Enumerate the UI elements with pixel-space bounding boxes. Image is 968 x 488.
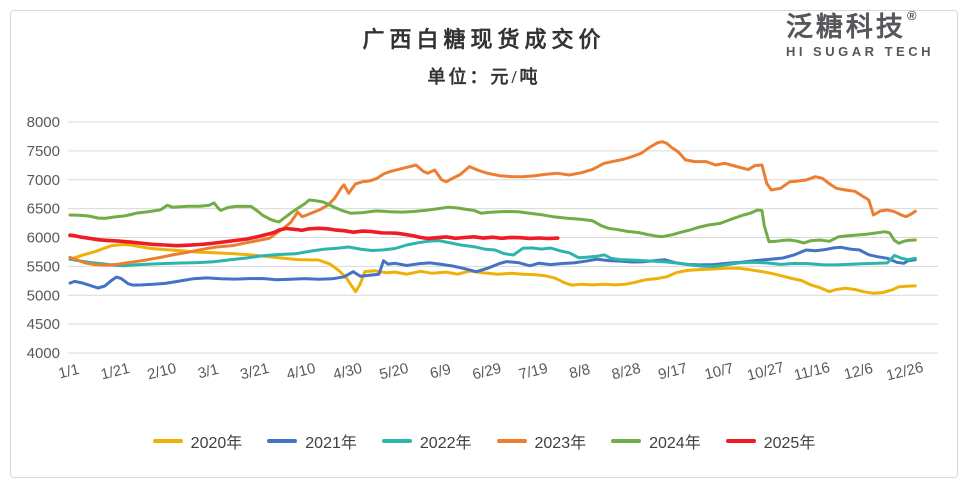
- legend-label: 2024年: [649, 435, 701, 452]
- y-tick-label: 8000: [27, 114, 60, 131]
- legend-label: 2023年: [534, 435, 587, 452]
- y-tick-label: 4000: [27, 345, 60, 362]
- series-line-2021年: [68, 245, 917, 290]
- x-tick-label: 3/21: [238, 360, 270, 384]
- x-tick-label: 5/20: [378, 360, 410, 384]
- series-line-2024年: [68, 198, 917, 245]
- x-tick-label: 4/30: [331, 360, 363, 384]
- chart-title: 广西白糖现货成交价: [362, 27, 606, 52]
- y-tick-label: 7000: [27, 172, 60, 189]
- legend-item-2022年: 2022年: [381, 429, 472, 453]
- legend-swatch-icon: [611, 439, 642, 443]
- y-tick-label: 4500: [27, 316, 60, 333]
- legend-item-2024年: 2024年: [611, 429, 701, 453]
- legend-label: 2021年: [305, 435, 357, 452]
- legend-item-2023年: 2023年: [496, 429, 587, 453]
- x-tick-label: 2/10: [146, 360, 178, 384]
- x-tick-label: 9/17: [656, 360, 688, 384]
- x-tick-label: 10/7: [703, 360, 735, 384]
- legend-item-2025年: 2025年: [725, 429, 816, 453]
- series-line-2023年: [68, 140, 917, 267]
- legend-swatch-icon: [725, 439, 756, 443]
- x-tick-label: 12/6: [842, 360, 874, 384]
- legend-swatch-icon: [152, 439, 183, 443]
- x-tick-label: 3/1: [196, 361, 220, 383]
- y-tick-label: 7500: [27, 143, 60, 160]
- x-tick-label: 8/8: [568, 361, 592, 383]
- logo-tagline: HI SUGAR TECH: [785, 44, 934, 59]
- x-tick-label: 11/16: [792, 359, 831, 384]
- hi-sugar-tech-logo: 泛糖科技® HI SUGAR TECH: [785, 8, 934, 59]
- x-tick-label: 1/21: [99, 360, 131, 384]
- legend-label: 2022年: [419, 435, 472, 452]
- x-tick-label: 10/27: [745, 359, 786, 385]
- x-tick-label: 7/19: [517, 360, 549, 384]
- chart-header: 广西白糖现货成交价 单位：元/吨: [0, 22, 968, 89]
- x-tick-label: 1/1: [57, 361, 81, 383]
- legend-swatch-icon: [381, 439, 412, 443]
- chart-legend: 2020年 2021年 2022年 2023年 2024年 2025年: [0, 429, 968, 453]
- registered-trademark-icon: ®: [906, 8, 917, 23]
- series-line-2022年: [68, 239, 917, 268]
- chart-unit-subtitle: 单位：元/吨: [427, 67, 541, 87]
- x-tick-label: 8/28: [610, 360, 642, 384]
- x-tick-label: 6/29: [471, 360, 503, 384]
- y-tick-label: 6500: [27, 201, 60, 218]
- series-line-2020年: [68, 243, 917, 295]
- legend-item-2020年: 2020年: [152, 429, 243, 453]
- y-tick-label: 5500: [27, 258, 60, 275]
- legend-swatch-icon: [496, 439, 527, 443]
- legend-item-2021年: 2021年: [267, 429, 357, 453]
- x-tick-label: 6/9: [428, 361, 452, 383]
- series-line-2025年: [68, 226, 560, 248]
- legend-label: 2025年: [763, 435, 816, 452]
- logo-chinese-name: 泛糖科技: [785, 12, 906, 42]
- y-tick-label: 6000: [27, 230, 60, 247]
- y-tick-label: 5000: [27, 287, 60, 304]
- legend-swatch-icon: [267, 439, 298, 443]
- x-tick-label: 4/10: [285, 360, 317, 384]
- x-tick-label: 12/26: [885, 359, 926, 385]
- legend-label: 2020年: [190, 435, 243, 452]
